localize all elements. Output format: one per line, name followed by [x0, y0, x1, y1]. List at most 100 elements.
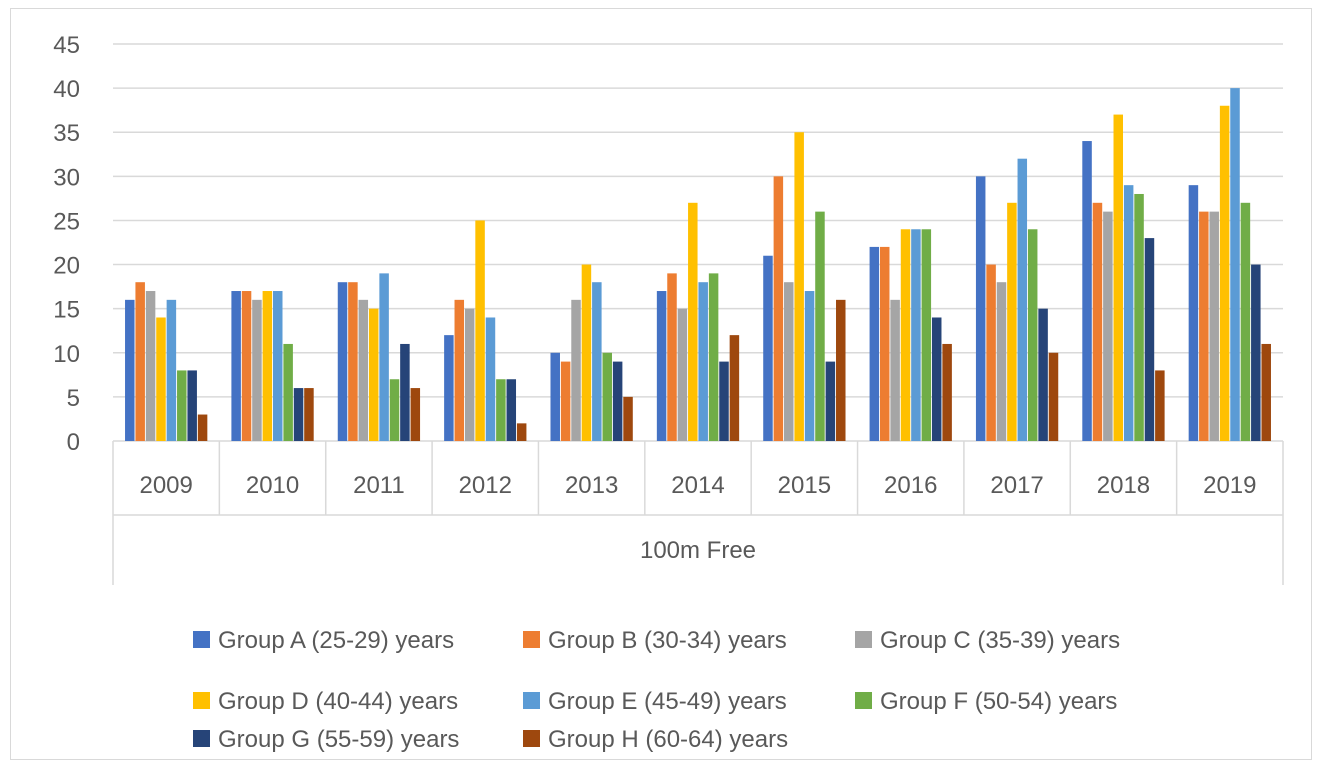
bar: [911, 229, 921, 441]
bar: [368, 308, 379, 441]
bar: [1048, 352, 1059, 441]
bar: [410, 388, 421, 441]
legend-swatch: [523, 692, 540, 709]
bar: [1134, 193, 1144, 441]
x-tick-label: 2009: [139, 472, 192, 499]
bar: [156, 317, 166, 441]
bar: [1092, 202, 1103, 441]
bar: [571, 299, 581, 441]
legend-label: Group F (50-54) years: [880, 688, 1117, 715]
y-tick-label: 45: [53, 32, 80, 59]
bar: [804, 291, 815, 441]
bar: [283, 343, 293, 441]
x-tick-label: 2011: [353, 472, 405, 499]
bar: [1038, 308, 1048, 441]
x-axis-group-label: 100m Free: [640, 537, 756, 564]
bar: [550, 352, 560, 441]
bar: [1251, 264, 1261, 441]
bar: [379, 273, 389, 441]
bar: [900, 229, 911, 441]
bar: [560, 361, 571, 441]
bar: [1261, 343, 1271, 441]
bar: [1123, 185, 1134, 441]
bar: [272, 291, 283, 441]
bar: [125, 299, 135, 441]
bar: [337, 282, 348, 441]
y-tick-label: 40: [53, 76, 80, 103]
bar: [454, 299, 465, 441]
x-tick-label: 2012: [459, 472, 512, 499]
bar: [1188, 185, 1199, 441]
bar: [400, 343, 410, 441]
legend-label: Group A (25-29) years: [218, 627, 454, 654]
bar: [1144, 238, 1155, 441]
bar: [1240, 202, 1251, 441]
bar: [177, 370, 187, 441]
bar: [879, 246, 890, 441]
bar: [241, 291, 252, 441]
bar: [516, 423, 527, 441]
bar: [1113, 114, 1124, 442]
x-tick-label: 2018: [1097, 472, 1150, 499]
bar: [698, 282, 708, 441]
bar: [1219, 105, 1230, 441]
y-tick-label: 35: [53, 120, 80, 147]
legend-swatch: [855, 692, 872, 709]
bar: [602, 352, 612, 441]
legend-label: Group C (35-39) years: [880, 627, 1120, 654]
legend: Group A (25-29) years Group B (30-34) yea…: [193, 627, 1120, 753]
x-tick-label: 2016: [884, 472, 937, 499]
x-tick-label: 2015: [778, 472, 831, 499]
x-axis-categories: 2009 2010 2011 2012 2013 2014 2015 2016 2017 2018…: [139, 472, 1256, 499]
bar: [1209, 211, 1219, 441]
bar: [1082, 141, 1092, 442]
bar: [667, 273, 677, 441]
bar: [708, 273, 719, 441]
bar: [1155, 370, 1165, 441]
bar: [1007, 202, 1017, 441]
bar: [975, 176, 986, 442]
bar: [389, 379, 400, 441]
bar: [135, 282, 145, 441]
x-tick-label: 2013: [565, 472, 618, 499]
y-tick-label: 5: [67, 385, 80, 412]
legend-swatch: [193, 631, 210, 648]
bar: [623, 396, 633, 441]
bar: [197, 414, 208, 441]
y-tick-label: 25: [53, 208, 80, 235]
y-tick-label: 20: [53, 253, 80, 280]
bar: [986, 264, 996, 441]
y-tick-label: 30: [53, 164, 80, 191]
legend-label: Group B (30-34) years: [548, 627, 787, 654]
bar: [773, 176, 784, 442]
bar: [996, 282, 1007, 441]
legend-swatch: [193, 730, 210, 747]
bar: [304, 388, 314, 441]
bar: [688, 202, 698, 441]
legend-swatch: [193, 692, 210, 709]
legend-label: Group H (60-64) years: [548, 726, 788, 753]
bar: [262, 291, 273, 441]
bar: [942, 343, 952, 441]
x-tick-label: 2019: [1203, 472, 1256, 499]
bar: [166, 299, 177, 441]
bar: [1199, 211, 1209, 441]
bar: [252, 299, 262, 441]
y-tick-label: 0: [67, 429, 80, 456]
legend-swatch: [523, 631, 540, 648]
bar: [836, 299, 846, 441]
bars: [125, 88, 1271, 442]
bar: [187, 370, 197, 441]
bar: [444, 335, 454, 441]
bar: [825, 361, 836, 441]
bar: [815, 211, 825, 441]
y-tick-label: 10: [53, 341, 80, 368]
legend-swatch: [523, 730, 540, 747]
bar: [677, 308, 688, 441]
legend-label: Group E (45-49) years: [548, 688, 787, 715]
bar: [464, 308, 475, 441]
bar: [293, 388, 304, 441]
bar: [485, 317, 496, 441]
bar: [890, 299, 900, 441]
